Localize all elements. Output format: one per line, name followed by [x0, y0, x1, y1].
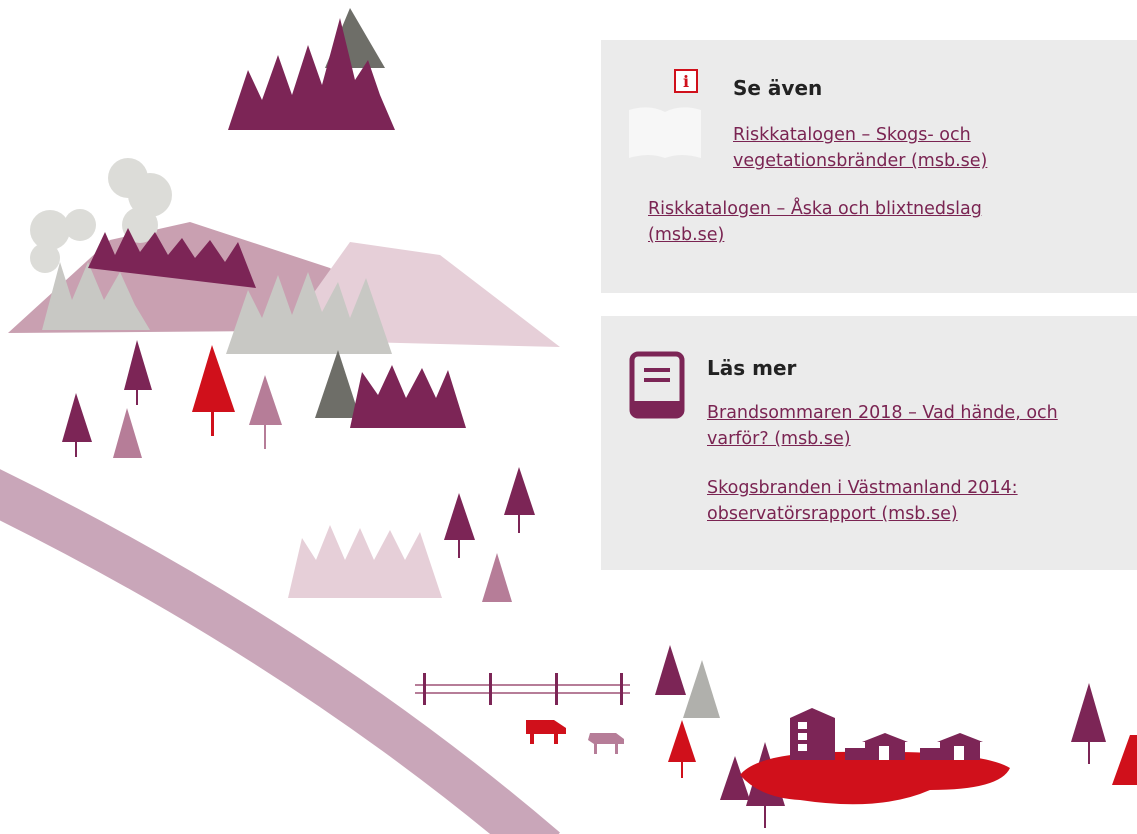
- tree: [1071, 683, 1106, 742]
- see-also-box: i Se även Riskkatalogen – Skogs- och veg…: [601, 40, 1137, 293]
- trunk: [681, 762, 683, 778]
- fence-post: [620, 673, 623, 705]
- tree: [124, 340, 152, 390]
- link[interactable]: Riskkatalogen – Åska och blixtnedslag (m…: [648, 196, 1048, 248]
- box-title: Se även: [733, 76, 822, 100]
- book-line: [644, 378, 670, 382]
- window: [798, 744, 807, 751]
- tree-cluster: [228, 18, 395, 130]
- door: [954, 746, 964, 760]
- window: [798, 722, 807, 729]
- trunk: [1088, 742, 1090, 764]
- trunk: [211, 412, 214, 436]
- tree: [655, 645, 686, 695]
- trunk: [764, 806, 766, 828]
- tree: [113, 408, 142, 458]
- fence-post: [555, 673, 558, 705]
- shed: [845, 748, 865, 760]
- fence-rail: [415, 692, 630, 694]
- tree: [62, 393, 92, 442]
- shed: [920, 748, 940, 760]
- box-title: Läs mer: [707, 356, 796, 380]
- tree: [482, 553, 512, 602]
- link[interactable]: Brandsommaren 2018 – Vad hände, och varf…: [707, 400, 1107, 452]
- link[interactable]: Riskkatalogen – Skogs- och vegetationsbr…: [733, 122, 1053, 174]
- info-glyph: i: [683, 72, 689, 91]
- house: [790, 708, 835, 760]
- tree-cluster: [350, 365, 466, 428]
- link[interactable]: Skogsbranden i Västmanland 2014: observa…: [707, 475, 1107, 527]
- tree: [444, 493, 475, 540]
- fence: [415, 673, 630, 705]
- trunk: [136, 390, 138, 405]
- tree: [504, 467, 535, 515]
- trunk: [518, 515, 520, 533]
- page: i Se även Riskkatalogen – Skogs- och veg…: [0, 0, 1137, 834]
- tree-cluster: [288, 525, 442, 598]
- tree: [192, 345, 235, 412]
- read-more-box: Läs mer Brandsommaren 2018 – Vad hände, …: [601, 316, 1137, 570]
- tree: [668, 720, 696, 762]
- book-pages: [632, 401, 682, 416]
- tree: [315, 350, 360, 418]
- roof: [937, 733, 983, 742]
- cow: [526, 720, 566, 744]
- trunk: [75, 442, 77, 457]
- trunk: [264, 425, 266, 449]
- trunk: [458, 540, 460, 558]
- smoke-puff: [30, 243, 60, 273]
- roof: [862, 733, 908, 742]
- door: [879, 746, 889, 760]
- smoke-puff: [64, 209, 96, 241]
- tree: [683, 660, 720, 718]
- window: [798, 733, 807, 740]
- cow: [588, 733, 624, 754]
- book-icon: [629, 351, 685, 421]
- fence-post: [423, 673, 426, 705]
- fence-rail: [415, 684, 630, 686]
- tree: [1112, 735, 1137, 785]
- open-book: [629, 107, 701, 158]
- tree: [249, 375, 282, 425]
- book-line: [644, 368, 670, 372]
- fence-post: [489, 673, 492, 705]
- book-info-icon: i: [625, 68, 705, 158]
